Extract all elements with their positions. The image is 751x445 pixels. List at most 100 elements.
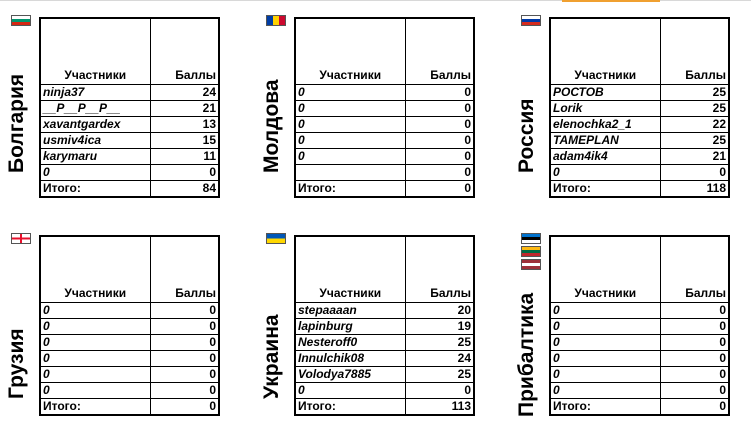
participant-cell[interactable]: adam4ik4 [549,147,661,165]
participants-header[interactable]: Участники [294,235,406,303]
total-label[interactable]: Итого: [39,179,151,198]
points-cell[interactable]: 25 [404,333,475,351]
participant-cell[interactable]: 0 [549,317,661,335]
points-cell[interactable]: 11 [149,147,220,165]
points-cell[interactable]: 0 [404,115,475,133]
total-value[interactable]: 118 [659,179,730,198]
total-row: Итого: 0 [549,397,730,416]
points-cell[interactable]: 0 [659,381,730,399]
points-cell[interactable]: 0 [659,301,730,319]
points-cell[interactable]: 13 [149,115,220,133]
points-cell[interactable]: 0 [659,365,730,383]
points-cell[interactable]: 15 [149,131,220,149]
points-cell[interactable]: 21 [149,99,220,117]
points-cell[interactable]: 0 [659,163,730,181]
participant-cell[interactable]: 0 [549,333,661,351]
participant-cell[interactable]: 0 [294,99,406,117]
participant-cell[interactable]: РОСТОВ [549,83,661,101]
participant-cell[interactable]: 0 [294,115,406,133]
participant-cell[interactable]: 0 [294,381,406,399]
participant-cell[interactable]: usmiv4ica [39,131,151,149]
points-cell[interactable]: 0 [149,301,220,319]
participant-cell[interactable]: stepaaaan [294,301,406,319]
points-cell[interactable]: 0 [404,83,475,101]
participants-header[interactable]: Участники [39,235,151,303]
points-cell[interactable]: 25 [404,365,475,383]
points-cell[interactable]: 21 [659,147,730,165]
participant-cell[interactable]: 0 [39,365,151,383]
participant-cell[interactable]: __P__P__P__ [39,99,151,117]
participant-cell[interactable]: 0 [39,163,151,181]
points-cell[interactable]: 0 [659,317,730,335]
points-header[interactable]: Баллы [404,235,475,303]
total-value[interactable]: 0 [149,397,220,416]
participant-cell[interactable]: 0 [549,301,661,319]
points-header[interactable]: Баллы [149,235,220,303]
panel-baltics: Прибалтика Участники Баллы 0 0 0 0 0 0 0 0 0 0 0 0 Итог… [515,233,751,445]
points-cell[interactable]: 24 [404,349,475,367]
points-cell[interactable]: 0 [404,147,475,165]
points-cell[interactable]: 0 [149,163,220,181]
total-value[interactable]: 0 [404,179,475,198]
participants-header[interactable]: Участники [549,17,661,85]
points-cell[interactable]: 20 [404,301,475,319]
participant-cell[interactable] [294,163,406,181]
points-header[interactable]: Баллы [659,235,730,303]
points-cell[interactable]: 0 [149,317,220,335]
points-header[interactable]: Баллы [659,17,730,85]
points-cell[interactable]: 0 [404,131,475,149]
participant-cell[interactable]: karymaru [39,147,151,165]
total-label[interactable]: Итого: [549,179,661,198]
participant-cell[interactable]: 0 [549,163,661,181]
points-cell[interactable]: 0 [659,349,730,367]
participant-cell[interactable]: Volodya7885 [294,365,406,383]
points-cell[interactable]: 0 [149,349,220,367]
table-header-row: Участники Баллы [549,17,730,85]
total-label[interactable]: Итого: [549,397,661,416]
participant-cell[interactable]: Nesteroff0 [294,333,406,351]
participant-cell[interactable]: TAMEPLAN [549,131,661,149]
participant-cell[interactable]: 0 [549,349,661,367]
points-cell[interactable]: 24 [149,83,220,101]
points-cell[interactable]: 0 [659,333,730,351]
participant-cell[interactable]: Innulchik08 [294,349,406,367]
points-cell[interactable]: 19 [404,317,475,335]
total-label[interactable]: Итого: [39,397,151,416]
participants-header[interactable]: Участники [294,17,406,85]
points-cell[interactable]: 22 [659,115,730,133]
total-value[interactable]: 84 [149,179,220,198]
participant-cell[interactable]: Lorik [549,99,661,117]
participant-cell[interactable]: 0 [39,333,151,351]
participant-cell[interactable]: 0 [549,365,661,383]
participant-cell[interactable]: elenochka2_1 [549,115,661,133]
participant-cell[interactable]: 0 [294,131,406,149]
points-header[interactable]: Баллы [404,17,475,85]
total-label[interactable]: Итого: [294,179,406,198]
points-header[interactable]: Баллы [149,17,220,85]
participant-cell[interactable]: 0 [39,317,151,335]
points-cell[interactable]: 0 [149,381,220,399]
participant-cell[interactable]: lapinburg [294,317,406,335]
participant-cell[interactable]: 0 [39,349,151,367]
points-cell[interactable]: 25 [659,99,730,117]
participants-header[interactable]: Участники [549,235,661,303]
table-row: karymaru 11 [39,147,220,165]
participant-cell[interactable]: 0 [39,301,151,319]
points-cell[interactable]: 25 [659,83,730,101]
participant-cell[interactable]: 0 [294,83,406,101]
participant-cell[interactable]: 0 [294,147,406,165]
participant-cell[interactable]: 0 [549,381,661,399]
points-cell[interactable]: 25 [659,131,730,149]
total-label[interactable]: Итого: [294,397,406,416]
points-cell[interactable]: 0 [404,381,475,399]
points-cell[interactable]: 0 [149,333,220,351]
points-cell[interactable]: 0 [404,163,475,181]
points-cell[interactable]: 0 [404,99,475,117]
participants-header[interactable]: Участники [39,17,151,85]
participant-cell[interactable]: xavantgardex [39,115,151,133]
points-cell[interactable]: 0 [149,365,220,383]
participant-cell[interactable]: 0 [39,381,151,399]
total-value[interactable]: 113 [404,397,475,416]
participant-cell[interactable]: ninja37 [39,83,151,101]
total-value[interactable]: 0 [659,397,730,416]
